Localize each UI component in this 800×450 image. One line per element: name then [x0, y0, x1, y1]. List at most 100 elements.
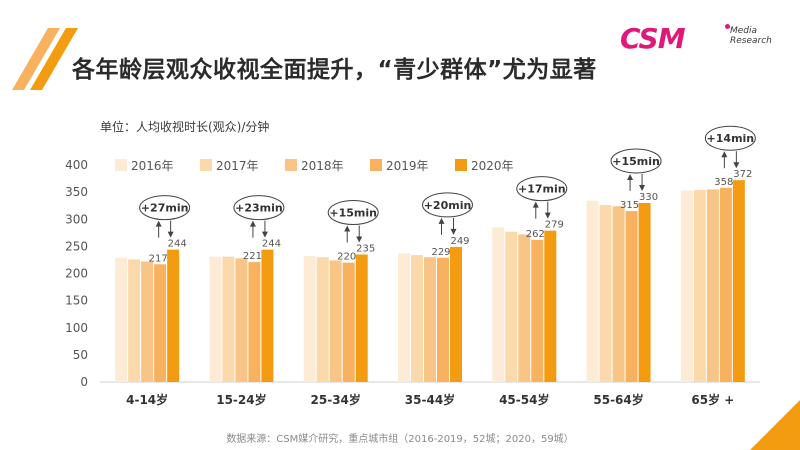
increase-label: +20min: [424, 199, 472, 212]
slide-title: 各年龄层观众收视全面提升，“青少群体”尤为显著: [72, 57, 597, 83]
bar: [355, 254, 368, 382]
data-label: 229: [431, 247, 450, 258]
bar: [115, 257, 128, 382]
arrow-head-down: [261, 231, 268, 238]
data-label: 244: [262, 239, 281, 250]
logo-sub-line2: Research: [730, 36, 772, 46]
legend-swatch: [370, 159, 382, 171]
arrow-head-down: [356, 236, 363, 243]
increase-label: +14min: [707, 132, 755, 145]
csm-logo: CSM Media Research: [620, 22, 780, 62]
arrow-head-down: [733, 162, 740, 169]
bar: [411, 255, 423, 382]
top-left-stripes: [12, 28, 78, 90]
arrow-head-up: [627, 173, 634, 180]
y-tick-label: 100: [65, 321, 88, 335]
increase-label: +17min: [518, 183, 566, 196]
arrow-head-up: [344, 225, 351, 232]
bar: [329, 260, 342, 382]
legend-swatch: [285, 159, 297, 171]
x-tick-label: 4-14岁: [126, 392, 168, 407]
legend-label: 2017年: [216, 159, 259, 173]
arrow-head-down: [450, 228, 457, 235]
logo-sub-line1: Media: [730, 26, 758, 36]
bar: [680, 190, 693, 382]
increase-label: +15min: [612, 155, 660, 168]
y-tick-label: 250: [65, 239, 88, 253]
bar: [316, 257, 329, 382]
bar: [638, 202, 651, 382]
legend-swatch: [200, 159, 212, 171]
y-tick-label: 0: [80, 375, 88, 389]
data-label: 221: [243, 251, 262, 262]
bar: [706, 189, 719, 382]
legend-swatch: [115, 159, 127, 171]
increase-label: +23min: [235, 202, 283, 215]
arrow-head-up: [155, 220, 162, 227]
data-label: 315: [620, 200, 639, 211]
y-tick-label: 50: [73, 348, 88, 362]
data-label: 235: [356, 244, 375, 255]
bar: [128, 259, 141, 382]
bar: [437, 257, 449, 382]
data-source-note: 数据来源：CSM媒介研究，重点城市组（2016-2019，52城；2020，59…: [226, 434, 574, 445]
bar: [693, 189, 706, 382]
x-tick-label: 55-64岁: [593, 392, 643, 407]
bar: [141, 261, 154, 382]
bar: [599, 205, 612, 382]
bar: [248, 262, 261, 382]
data-label: 220: [337, 252, 356, 263]
bar: [209, 256, 222, 382]
increase-callout: [610, 148, 662, 174]
y-tick-label: 350: [65, 185, 88, 199]
bar: [544, 230, 557, 382]
x-tick-label: 15-24岁: [216, 392, 266, 407]
bar: [719, 187, 732, 382]
arrow-head-up: [438, 217, 445, 224]
bar: [342, 262, 355, 382]
data-label: 372: [733, 169, 752, 180]
increase-callout: [233, 195, 285, 221]
x-tick-label: 25-34岁: [311, 392, 361, 407]
increase-label: +15min: [329, 207, 377, 220]
x-tick-label: 65岁 +: [691, 392, 734, 407]
y-tick-label: 200: [65, 267, 88, 281]
arrow-head-up: [249, 220, 256, 227]
increase-callout: [422, 192, 473, 218]
bar: [505, 231, 518, 382]
bar: [222, 256, 235, 382]
arrow-head-down: [167, 231, 174, 238]
bar: [398, 253, 410, 382]
data-label: 330: [639, 192, 658, 203]
arrow-head-down: [639, 184, 646, 191]
bottom-right-corner: [750, 400, 800, 450]
increase-callout: [327, 200, 379, 226]
bar: [531, 239, 544, 382]
bar: [450, 246, 462, 382]
bar: [167, 249, 180, 382]
increase-callout: [516, 176, 568, 202]
bar: [586, 200, 599, 382]
logo-dot: [725, 24, 730, 29]
y-tick-label: 150: [65, 294, 88, 308]
legend-label: 2018年: [301, 159, 344, 173]
bar: [154, 264, 167, 382]
unit-label: 单位：人均收视时长(观众)/分钟: [100, 120, 270, 134]
bar: [303, 256, 316, 382]
bar: [625, 211, 638, 382]
arrow-head-down: [544, 212, 551, 219]
x-tick-label: 45-54岁: [499, 392, 549, 407]
data-label: 262: [526, 229, 545, 240]
x-tick-label: 35-44岁: [405, 392, 455, 407]
logo-subtitle: Media Research: [730, 26, 790, 46]
arrow-head-up: [721, 151, 728, 158]
bar: [732, 180, 745, 382]
arrow-head-up: [532, 201, 539, 208]
bar: [261, 249, 274, 382]
increase-callout: [704, 125, 756, 151]
bar: [492, 227, 505, 382]
data-label: 358: [714, 177, 733, 188]
bar: [612, 206, 625, 382]
